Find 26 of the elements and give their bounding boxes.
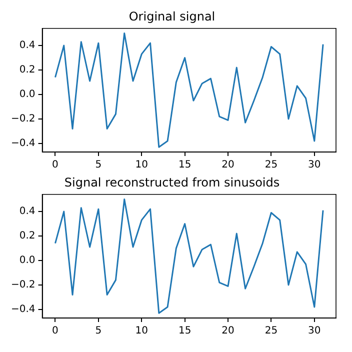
x-tick-label: 0 [52, 326, 58, 337]
x-tick-label: 15 [178, 326, 192, 337]
y-tick-label: 0.2 [19, 64, 36, 76]
y-tick-label: 0.4 [19, 206, 36, 218]
y-tick-label: 0.0 [19, 255, 36, 266]
y-tick-label: −0.2 [10, 114, 36, 125]
x-tick-label: 0 [52, 160, 58, 171]
y-tick-label: 0.4 [19, 40, 36, 52]
y-tick-label: −0.4 [10, 304, 36, 316]
x-tick-label: 5 [95, 160, 102, 171]
chart-title: Signal reconstructed from sinusoids [64, 175, 280, 190]
y-tick-label: −0.2 [10, 280, 36, 291]
x-tick-label: 30 [308, 326, 321, 337]
x-tick-label: 25 [264, 326, 278, 337]
chart-title: Original signal [128, 9, 216, 24]
x-tick-label: 10 [135, 160, 148, 171]
x-tick-label: 15 [178, 160, 192, 171]
y-tick-label: −0.4 [10, 138, 36, 150]
x-tick-label: 20 [222, 326, 234, 337]
x-tick-label: 30 [308, 160, 321, 171]
y-tick-label: 0.2 [19, 230, 36, 242]
x-tick-label: 10 [135, 326, 148, 337]
y-tick-label: 0.0 [19, 89, 36, 100]
x-tick-label: 25 [264, 160, 278, 171]
x-tick-label: 20 [222, 160, 234, 171]
x-tick-label: 5 [95, 326, 102, 337]
